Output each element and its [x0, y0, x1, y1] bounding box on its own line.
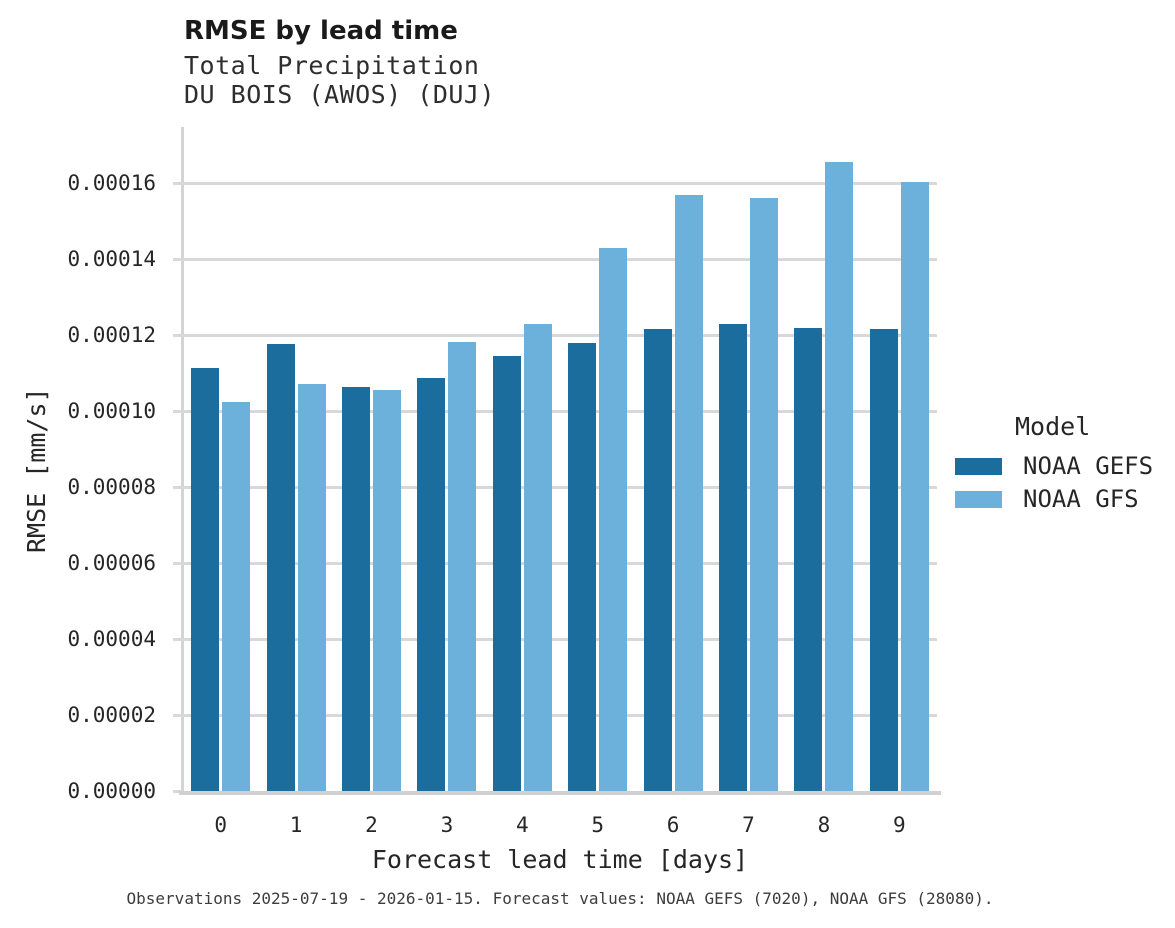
x-tick-label: 4	[515, 813, 529, 837]
x-tick-label: 2	[365, 813, 378, 837]
x-tick-label: 6	[666, 813, 680, 837]
x-tick-label: 3	[440, 813, 454, 837]
y-tick-mark	[173, 258, 183, 261]
y-tick-mark	[173, 790, 183, 793]
bar-noaa-gfs-lead-4	[523, 323, 552, 791]
bar-noaa-gefs-lead-6	[643, 328, 672, 791]
legend-label-noaa-gefs: NOAA GEFS	[1023, 452, 1154, 480]
gridline	[183, 410, 937, 413]
bar-noaa-gefs-lead-9	[869, 328, 898, 791]
bar-noaa-gefs-lead-0	[191, 368, 220, 791]
legend-entry-noaa-gefs: NOAA GEFS	[955, 452, 1154, 480]
chart-subtitle-station: DU BOIS (AWOS) (DUJ)	[184, 80, 496, 109]
chart-title: RMSE by lead time	[184, 16, 458, 46]
y-tick-label: 0.00002	[67, 703, 156, 727]
legend-swatch-noaa-gfs	[955, 490, 1002, 508]
x-axis-line	[179, 791, 941, 795]
y-tick-label: 0.00000	[67, 779, 156, 803]
gridline	[183, 182, 937, 185]
y-tick-label: 0.00004	[67, 627, 156, 651]
bar-noaa-gefs-lead-4	[492, 355, 521, 791]
bar-noaa-gfs-lead-5	[599, 247, 628, 791]
x-axis-title: Forecast lead time [days]	[371, 845, 749, 874]
bar-noaa-gfs-lead-1	[297, 383, 326, 791]
legend-swatch-noaa-gefs	[955, 457, 1002, 475]
bar-noaa-gfs-lead-9	[900, 181, 929, 791]
gridline	[183, 638, 937, 641]
y-axis-line	[181, 127, 184, 794]
bar-noaa-gefs-lead-8	[794, 328, 823, 791]
y-tick-label: 0.00014	[67, 247, 156, 271]
gridline	[183, 486, 937, 489]
bar-noaa-gfs-lead-0	[222, 401, 251, 791]
plot-area	[173, 127, 941, 795]
y-tick-label: 0.00006	[67, 551, 156, 575]
gridline	[183, 714, 937, 717]
caption: Observations 2025-07-19 - 2026-01-15. Fo…	[126, 889, 994, 908]
y-tick-mark	[173, 714, 183, 717]
bar-noaa-gfs-lead-3	[448, 342, 477, 791]
legend: Model NOAA GEFS NOAA GFS	[955, 412, 1175, 522]
y-tick-label: 0.00016	[67, 171, 156, 195]
bar-noaa-gfs-lead-2	[373, 389, 401, 791]
x-tick-label: 5	[591, 813, 605, 837]
legend-entry-noaa-gfs: NOAA GFS	[955, 485, 1139, 513]
y-tick-mark	[173, 334, 183, 337]
x-tick-label: 8	[817, 813, 831, 837]
x-tick-label: 9	[892, 813, 906, 837]
gridline	[183, 562, 937, 565]
gridline	[183, 258, 937, 261]
y-tick-mark	[173, 182, 183, 185]
chart-subtitle-variable: Total Precipitation	[184, 51, 480, 80]
bar-noaa-gefs-lead-3	[417, 377, 446, 791]
bar-noaa-gefs-lead-7	[719, 324, 747, 791]
x-tick-label: 0	[214, 813, 228, 837]
bar-noaa-gfs-lead-6	[674, 195, 703, 791]
bar-noaa-gefs-lead-5	[568, 342, 597, 791]
bar-noaa-gfs-lead-8	[825, 162, 854, 791]
bar-noaa-gefs-lead-1	[266, 344, 295, 791]
y-tick-mark	[173, 562, 183, 565]
y-tick-mark	[173, 486, 183, 489]
y-tick-label: 0.00012	[67, 323, 156, 347]
bar-noaa-gefs-lead-2	[342, 386, 370, 791]
y-tick-label: 0.00010	[67, 399, 156, 423]
bar-noaa-gfs-lead-7	[750, 198, 778, 791]
y-tick-mark	[173, 638, 183, 641]
gridline	[183, 334, 937, 337]
legend-title: Model	[1015, 412, 1091, 441]
legend-label-noaa-gfs: NOAA GFS	[1023, 485, 1139, 513]
x-tick-label: 7	[742, 813, 755, 837]
y-tick-label: 0.00008	[67, 475, 156, 499]
x-tick-label: 1	[289, 813, 303, 837]
y-tick-mark	[173, 410, 183, 413]
